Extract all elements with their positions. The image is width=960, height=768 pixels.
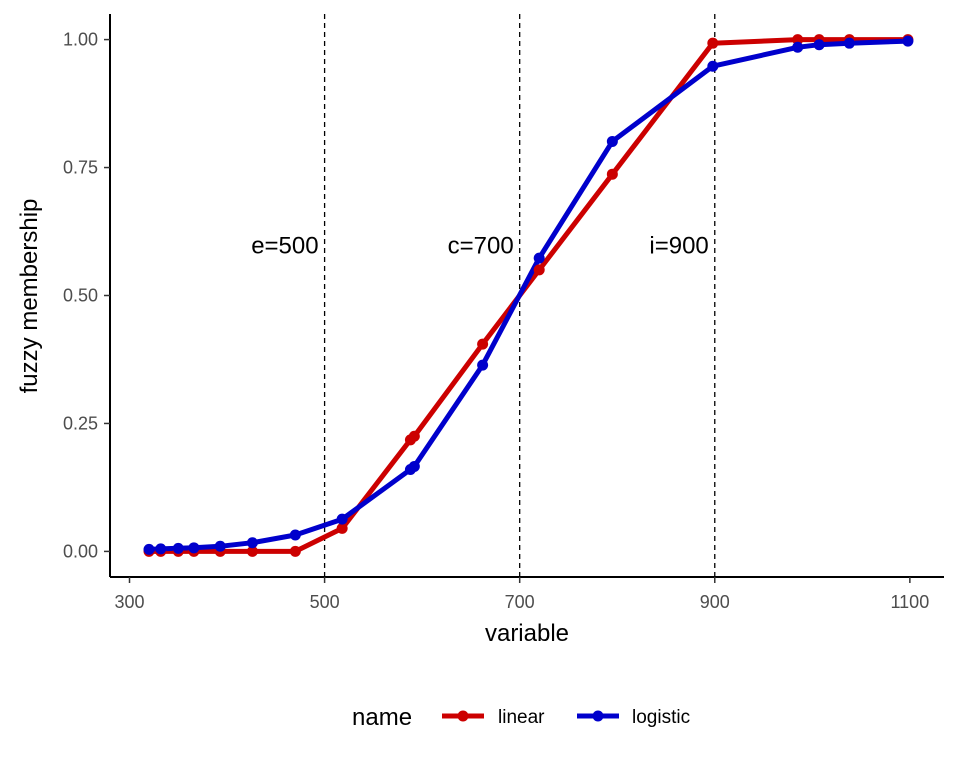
threshold-annotation: c=700 xyxy=(448,232,514,259)
data-point-logistic xyxy=(336,513,348,525)
data-point-logistic xyxy=(289,529,301,541)
x-tick-label: 500 xyxy=(310,592,340,612)
threshold-annotation: i=900 xyxy=(649,232,708,259)
data-point-linear xyxy=(477,338,489,350)
y-axis-ticks: 0.00 0.25 0.50 0.75 1.00 xyxy=(63,30,110,561)
legend-title: name xyxy=(352,704,412,731)
data-point-logistic xyxy=(246,537,258,549)
y-tick-label: 0.75 xyxy=(63,158,98,178)
data-point-logistic xyxy=(843,37,855,49)
data-point-logistic xyxy=(606,135,618,147)
data-point-logistic xyxy=(813,39,825,51)
y-axis-title: fuzzy membership xyxy=(16,199,43,394)
data-point-logistic xyxy=(792,41,804,53)
threshold-annotation: e=500 xyxy=(251,232,318,259)
legend-label-logistic: logistic xyxy=(632,707,690,728)
data-point-logistic xyxy=(408,460,420,472)
data-point-linear xyxy=(606,168,618,180)
data-point-logistic xyxy=(902,35,914,47)
data-point-linear xyxy=(533,264,545,276)
data-point-logistic xyxy=(477,359,489,371)
data-point-logistic xyxy=(707,60,719,72)
y-tick-label: 0.00 xyxy=(63,541,98,561)
plot-area: e=500 c=700 i=900 xyxy=(143,14,914,577)
data-point-linear xyxy=(408,430,420,442)
x-tick-label: 900 xyxy=(700,592,730,612)
x-axis-title: variable xyxy=(485,620,569,647)
legend-key-point-linear xyxy=(457,710,469,722)
legend-label-linear: linear xyxy=(498,707,545,728)
x-tick-label: 300 xyxy=(114,592,144,612)
data-point-linear xyxy=(336,522,348,534)
data-point-logistic xyxy=(188,542,200,554)
data-point-logistic xyxy=(143,543,155,555)
x-axis-ticks: 300 500 700 900 1100 xyxy=(114,577,929,612)
data-point-linear xyxy=(707,37,719,49)
data-point-linear xyxy=(289,545,301,557)
y-tick-label: 0.25 xyxy=(63,413,98,433)
x-tick-label: 1100 xyxy=(891,592,930,612)
y-tick-label: 1.00 xyxy=(63,30,98,50)
series-line-linear xyxy=(146,37,911,554)
legend: name linear logistic xyxy=(352,704,690,731)
legend-key-point-logistic xyxy=(592,710,604,722)
data-point-logistic xyxy=(214,540,226,552)
y-tick-label: 0.50 xyxy=(63,286,98,306)
x-tick-label: 700 xyxy=(505,592,535,612)
data-point-logistic xyxy=(533,252,545,264)
data-point-logistic xyxy=(172,542,184,554)
data-point-linear xyxy=(246,545,258,557)
data-point-logistic xyxy=(155,543,167,555)
series-line-logistic xyxy=(146,38,911,552)
data-point-linear xyxy=(792,34,804,46)
